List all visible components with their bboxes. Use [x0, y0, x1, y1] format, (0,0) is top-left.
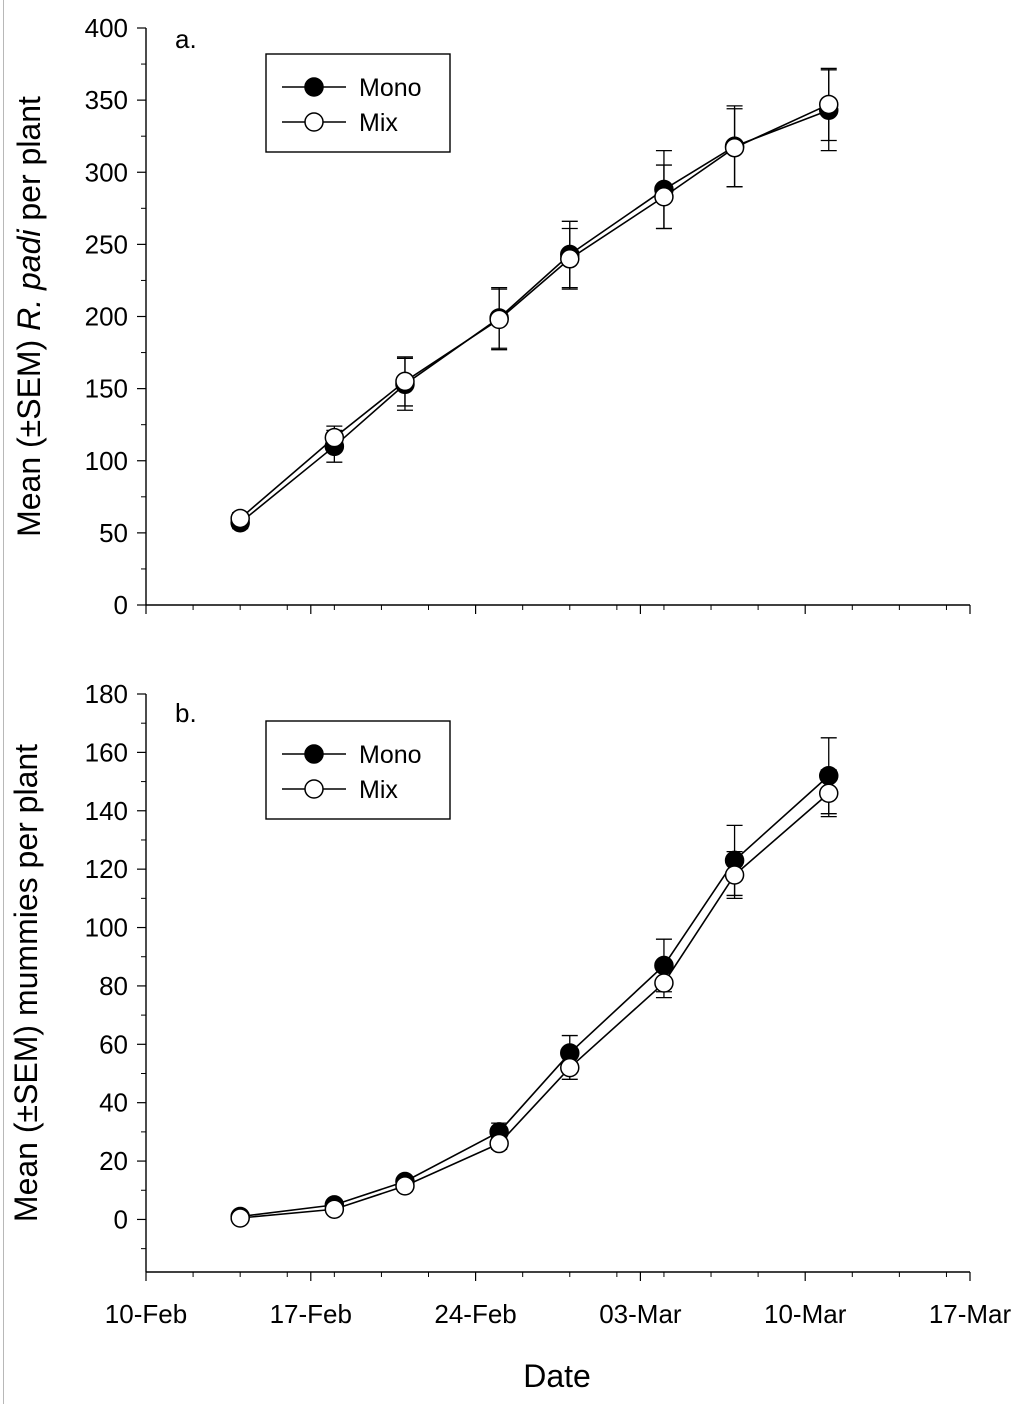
legend-label-mix: Mix — [359, 109, 398, 137]
y-tick-label: 160 — [85, 737, 128, 767]
y-tick-label: 300 — [85, 157, 128, 187]
x-axis-title: Date — [523, 1358, 591, 1394]
data-point-mix — [395, 371, 415, 392]
y-tick-label: 50 — [99, 518, 128, 548]
y-tick-label: 120 — [85, 854, 128, 884]
data-point-mix — [560, 1057, 580, 1078]
data-point-mix — [324, 427, 345, 448]
legend-box — [265, 53, 451, 153]
data-point-mono — [818, 765, 839, 786]
data-point-mix — [724, 137, 745, 158]
y-tick-label: 180 — [85, 679, 128, 709]
y-tick-label: 80 — [99, 971, 128, 1001]
x-tick-label: 10-Mar — [764, 1299, 847, 1329]
x-tick-label: 17-Mar — [929, 1299, 1012, 1329]
series-line-mono — [240, 775, 830, 1218]
data-point-mix — [560, 249, 580, 269]
legend-marker-mono — [304, 77, 324, 97]
data-point-mix — [324, 1199, 345, 1219]
y-axis-title-part: Mean (±SEM) mummies per plant — [8, 744, 44, 1222]
legend-marker-mono — [304, 744, 324, 764]
data-point-mix — [489, 1133, 509, 1154]
panel-a: 0 50 100 150 200 250 300 350 400 Mean (±SEM) R. p… — [11, 13, 971, 620]
data-point-mono — [654, 955, 674, 976]
data-point-mix — [395, 1176, 415, 1196]
x-tick-label: 24-Feb — [434, 1299, 516, 1329]
y-tick-label: 60 — [99, 1029, 128, 1059]
series-line-mono — [239, 109, 830, 524]
data-point-mix — [230, 1208, 250, 1228]
legend-box — [265, 720, 451, 820]
data-point-mix — [489, 309, 509, 330]
x-tick-label: 03-Mar — [599, 1299, 682, 1329]
panel-label: a. — [175, 24, 197, 54]
y-tick-label: 140 — [85, 796, 128, 826]
data-point-mix — [230, 508, 250, 529]
data-point-mix — [818, 783, 839, 804]
x-tick-label: 17-Feb — [270, 1299, 352, 1329]
y-tick-label: 250 — [85, 229, 128, 259]
y-axis-title-part: per plant — [11, 96, 47, 230]
data-point-mix — [654, 187, 674, 207]
y-axis-title: Mean (±SEM) mummies per plant — [8, 744, 44, 1222]
panel-label: b. — [175, 698, 197, 728]
y-axis-title-part: Mean (±SEM) — [11, 331, 47, 537]
data-point-mix — [724, 865, 745, 885]
legend-label-mix: Mix — [359, 776, 398, 804]
legend-label-mono: Mono — [359, 74, 422, 102]
y-tick-label: 200 — [85, 302, 128, 332]
y-tick-label: 100 — [85, 913, 128, 943]
series-line-mix — [240, 792, 830, 1219]
panel-b: 0 20 40 60 80 100 120 140 160 180 10-Feb 17-Feb 24-F… — [8, 679, 1012, 1329]
y-tick-label: 100 — [85, 446, 128, 476]
y-axis-title: Mean (±SEM) R. padi per plant — [11, 96, 47, 537]
legend-label-mono: Mono — [359, 741, 422, 769]
y-tick-label: 40 — [99, 1088, 128, 1118]
y-tick-label: 0 — [114, 1204, 128, 1234]
y-axis-title-italic: R. padi — [11, 229, 47, 331]
y-tick-label: 400 — [85, 13, 128, 43]
left-border-rule — [3, 0, 4, 1404]
y-tick-label: 20 — [99, 1146, 128, 1176]
series-line-mix — [239, 103, 830, 520]
legend-marker-mix — [304, 112, 324, 132]
data-point-mix — [818, 94, 839, 115]
x-tick-label: 10-Feb — [105, 1299, 187, 1329]
legend-marker-mix — [304, 779, 324, 799]
y-tick-label: 150 — [85, 374, 128, 404]
y-tick-label: 350 — [85, 85, 128, 115]
y-tick-label: 0 — [114, 590, 128, 620]
data-point-mix — [654, 973, 674, 993]
